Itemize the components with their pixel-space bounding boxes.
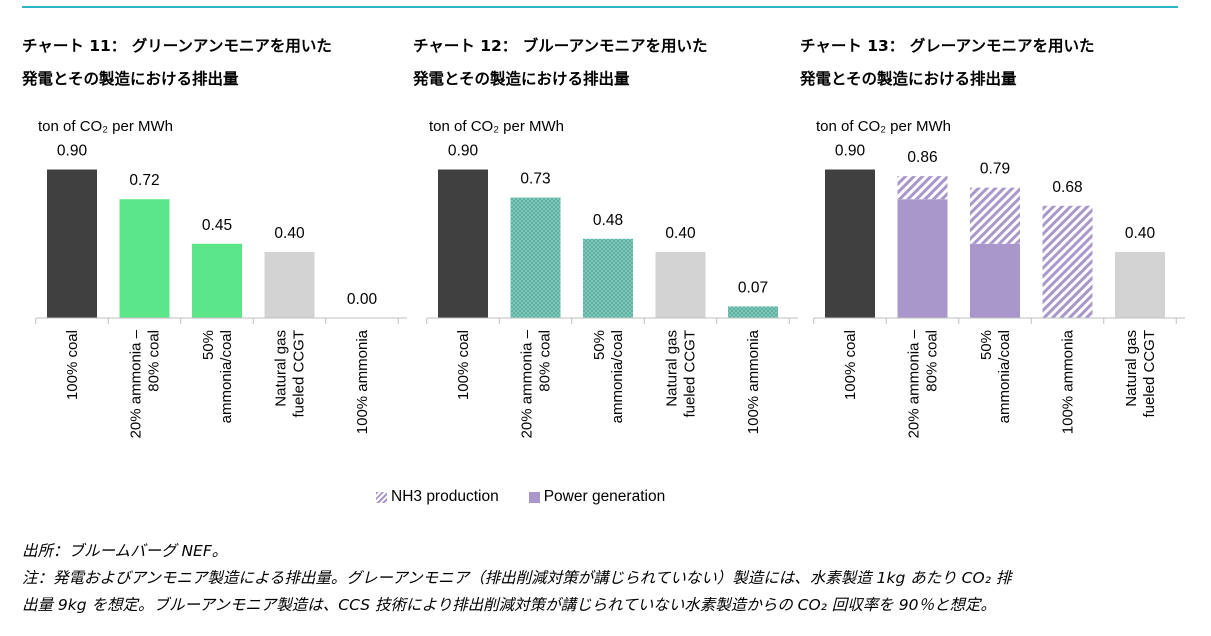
note-line: 注：発電およびアンモニア製造による排出量。グレーアンモニア（排出削減対策が講じら… xyxy=(22,569,1012,587)
footnotes: 出所：ブルームバーグ NEF。 注：発電およびアンモニア製造による排出量。グレー… xyxy=(22,538,1192,619)
data-label: 0.68 xyxy=(1052,179,1082,196)
category-label-line: 50% xyxy=(978,330,995,360)
bar-segment-power-generation xyxy=(970,243,1020,318)
chart-title: チャート 13： グレーアンモニアを用いた 発電とその製造における排出量 xyxy=(800,37,1095,88)
category-label: 100% ammonia xyxy=(745,329,762,434)
y-axis-unit-label: ton of CO₂ per MWh xyxy=(816,118,951,135)
bar-segment-power-generation xyxy=(897,199,948,318)
category-label-line: fueled CCGT xyxy=(291,330,308,418)
category-label: 100% coal xyxy=(455,330,472,400)
chart-green-ammonia: チャート 11： グリーンアンモニアを用いた 発電とその製造における排出量 to… xyxy=(22,30,407,500)
category-label-line: Natural gas xyxy=(664,330,681,407)
data-label: 0.90 xyxy=(835,143,866,160)
data-label: 0.40 xyxy=(665,225,696,242)
category-label-line: 20% ammonia – xyxy=(906,329,923,438)
category-label-line: 100% ammonia xyxy=(745,329,762,434)
category-label-line: 100% coal xyxy=(842,330,859,400)
category-label: 20% ammonia –80% coal xyxy=(519,329,554,438)
category-label-line: 80% coal xyxy=(146,330,163,392)
bar-segment-power-generation xyxy=(825,169,875,318)
data-label: 0.48 xyxy=(593,212,623,229)
legend-swatch-solid xyxy=(528,491,540,503)
bar-segment-nh3-production xyxy=(970,187,1020,244)
category-label-line: ammonia/coal xyxy=(996,330,1013,423)
category-label-line: 80% coal xyxy=(537,330,554,392)
chart-grey-ammonia: チャート 13： グレーアンモニアを用いた 発電とその製造における排出量 ton… xyxy=(800,30,1185,500)
bar-segment-power-generation xyxy=(1115,252,1165,318)
category-label: Natural gasfueled CCGT xyxy=(664,330,699,418)
bar xyxy=(119,199,170,318)
category-label-line: ammonia/coal xyxy=(609,330,626,423)
bar xyxy=(438,169,488,318)
category-label: Natural gasfueled CCGT xyxy=(273,330,308,418)
category-label-line: 80% coal xyxy=(924,330,941,392)
category-label: Natural gasfueled CCGT xyxy=(1123,330,1158,418)
category-label-line: 50% xyxy=(591,330,608,360)
data-label: 0.07 xyxy=(738,279,768,296)
category-label-line: fueled CCGT xyxy=(1141,330,1158,418)
top-rule xyxy=(22,6,1178,8)
legend-swatch-hatched xyxy=(376,491,387,503)
category-label-line: 50% xyxy=(200,330,217,360)
data-label: 0.00 xyxy=(347,291,378,308)
category-label: 20% ammonia –80% coal xyxy=(128,329,163,438)
category-label: 100% coal xyxy=(64,330,81,400)
category-label: 100% ammonia xyxy=(1060,329,1077,434)
legend: NH3 production Power generation xyxy=(376,488,665,506)
bar xyxy=(264,252,315,318)
category-label: 100% coal xyxy=(842,330,859,400)
data-label: 0.40 xyxy=(1125,225,1156,242)
category-label: 50%ammonia/coal xyxy=(200,330,235,423)
bar xyxy=(47,169,97,318)
legend-label: NH3 production xyxy=(391,488,499,505)
category-label-line: ammonia/coal xyxy=(218,330,235,423)
category-label-line: Natural gas xyxy=(1123,330,1140,407)
category-label-line: 20% ammonia – xyxy=(519,329,536,438)
category-label: 50%ammonia/coal xyxy=(591,330,626,423)
chart-blue-ammonia: チャート 12： ブルーアンモニアを用いた 発電とその製造における排出量 ton… xyxy=(413,30,798,500)
chart-svg: ton of CO₂ per MWh 0.90 100% coal 0.73 20% a… xyxy=(426,118,798,438)
category-label-line: 100% coal xyxy=(455,330,472,400)
category-label-line: Natural gas xyxy=(273,330,290,407)
category-label-line: fueled CCGT xyxy=(682,330,699,418)
legend-item-power: Power generation xyxy=(528,488,666,506)
data-label: 0.79 xyxy=(980,161,1010,178)
category-label-line: 100% ammonia xyxy=(354,329,371,434)
data-label: 0.73 xyxy=(520,171,550,188)
category-label: 100% ammonia xyxy=(354,329,371,434)
source-note: 出所：ブルームバーグ NEF。 xyxy=(22,542,228,560)
note-line: 出量 9kg を想定。ブルーアンモニア製造は、CCS 技術により排出削減対策が講… xyxy=(22,596,996,614)
legend-label: Power generation xyxy=(543,488,666,505)
bar xyxy=(583,238,633,318)
data-label: 0.90 xyxy=(448,143,479,160)
legend-item-nh3: NH3 production xyxy=(376,488,499,506)
bar xyxy=(728,306,778,318)
data-label: 0.40 xyxy=(274,225,305,242)
bar-segment-nh3-production xyxy=(1042,205,1093,318)
bar xyxy=(192,243,242,318)
category-label-line: 100% coal xyxy=(64,330,81,400)
bar-segment-nh3-production xyxy=(897,176,948,200)
chart-title: チャート 11： グリーンアンモニアを用いた 発電とその製造における排出量 xyxy=(22,37,332,88)
data-label: 0.90 xyxy=(57,143,88,160)
category-label-line: 100% ammonia xyxy=(1060,329,1077,434)
y-axis-unit-label: ton of CO₂ per MWh xyxy=(429,118,564,135)
bar xyxy=(655,252,706,318)
data-label: 0.72 xyxy=(129,172,159,189)
category-label: 50%ammonia/coal xyxy=(978,330,1013,423)
chart-svg: ton of CO₂ per MWh 0.90 100% coal 0.72 20% a… xyxy=(35,118,407,438)
category-label: 20% ammonia –80% coal xyxy=(906,329,941,438)
y-axis-unit-label: ton of CO₂ per MWh xyxy=(38,118,173,135)
data-label: 0.86 xyxy=(907,149,937,166)
chart-title: チャート 12： ブルーアンモニアを用いた 発電とその製造における排出量 xyxy=(413,37,708,88)
bar xyxy=(510,197,561,318)
category-label-line: 20% ammonia – xyxy=(128,329,145,438)
data-label: 0.45 xyxy=(202,217,232,234)
chart-svg: ton of CO₂ per MWh 0.90 100% coal 0.86 20% a… xyxy=(813,118,1185,438)
